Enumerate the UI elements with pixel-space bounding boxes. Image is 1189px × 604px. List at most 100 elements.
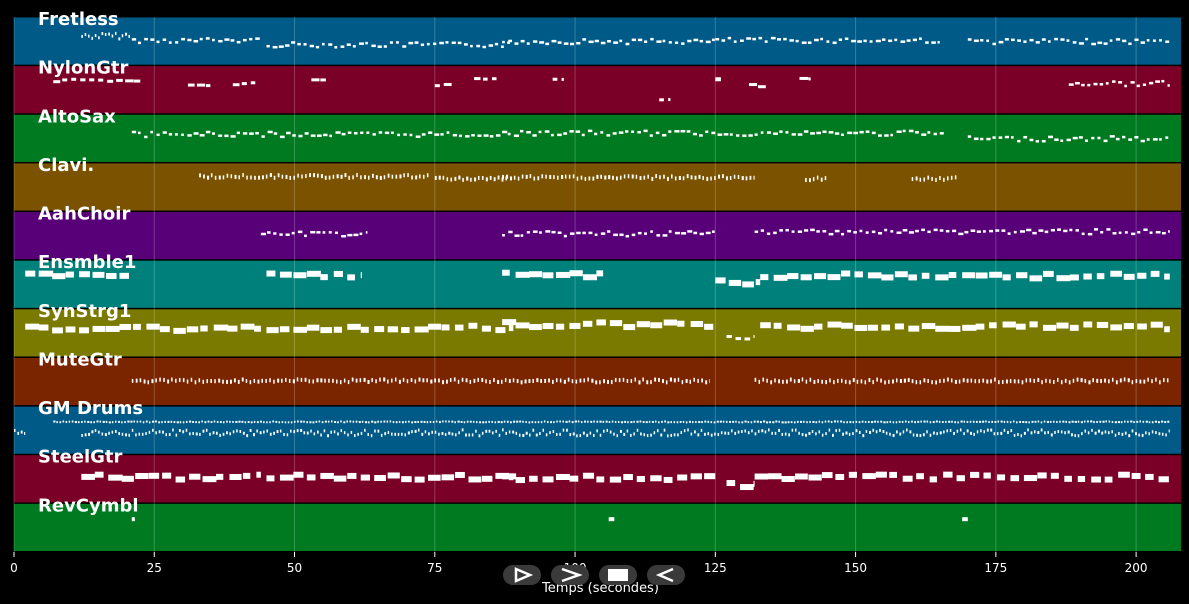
note [992, 136, 996, 139]
note [722, 174, 724, 179]
note [285, 174, 288, 179]
note [1168, 230, 1170, 233]
note [717, 433, 720, 437]
note [358, 421, 361, 424]
note [155, 420, 157, 423]
note [754, 133, 758, 136]
note [139, 378, 142, 383]
note [1041, 139, 1046, 143]
note [744, 420, 747, 423]
note [570, 232, 575, 235]
note [935, 274, 949, 281]
note [1026, 228, 1032, 232]
note [1145, 473, 1154, 480]
note [995, 229, 1000, 232]
note [150, 130, 153, 134]
track-lane-nylongtr [14, 66, 1181, 114]
note [1108, 431, 1110, 435]
note [571, 421, 574, 424]
note [565, 420, 568, 423]
note [312, 421, 315, 424]
rewind-button[interactable] [647, 565, 685, 585]
note [498, 433, 501, 437]
note [170, 420, 173, 423]
note [497, 175, 500, 180]
note [811, 430, 814, 434]
note [296, 377, 299, 382]
note [137, 41, 142, 45]
note [458, 175, 461, 180]
note [599, 380, 601, 385]
note [139, 420, 142, 423]
stop-button[interactable] [599, 565, 637, 585]
note [649, 134, 653, 137]
note [333, 326, 342, 333]
note [931, 176, 933, 181]
note [328, 378, 330, 383]
note [1048, 40, 1051, 43]
note [125, 433, 128, 437]
note [957, 421, 959, 424]
note [290, 429, 292, 433]
note [265, 174, 268, 179]
note [989, 229, 994, 233]
note [653, 431, 656, 435]
note [608, 420, 611, 423]
note [446, 177, 449, 182]
note [613, 233, 618, 237]
note [1099, 420, 1102, 423]
note [316, 134, 322, 137]
note [566, 428, 568, 432]
note [670, 433, 673, 437]
note [207, 420, 210, 423]
note [192, 432, 194, 436]
note [542, 272, 554, 279]
note [155, 378, 157, 383]
play-button[interactable] [503, 565, 541, 585]
note [512, 430, 515, 434]
fast-forward-button[interactable] [551, 565, 589, 585]
note [502, 234, 505, 237]
note [555, 271, 571, 278]
note [892, 433, 895, 437]
note [789, 39, 794, 42]
note [1161, 79, 1165, 83]
note [1168, 429, 1170, 433]
note [1032, 231, 1037, 235]
note [360, 175, 362, 180]
note [507, 132, 511, 136]
note [871, 131, 876, 135]
note [1115, 38, 1121, 41]
note [646, 380, 649, 385]
note [983, 430, 986, 434]
note [1104, 476, 1113, 483]
note [1148, 432, 1150, 436]
note [266, 475, 275, 482]
note [300, 420, 303, 423]
note [508, 379, 511, 384]
note [555, 433, 558, 437]
note [1131, 429, 1134, 433]
track-label: Ensmble1 [38, 252, 136, 273]
note [222, 379, 224, 384]
track-label: Fretless [38, 9, 119, 30]
note [1111, 421, 1114, 424]
note [635, 174, 638, 179]
note [595, 380, 598, 385]
note [468, 476, 482, 483]
note [596, 420, 599, 423]
note [1094, 228, 1099, 231]
note [1130, 420, 1133, 423]
note [477, 134, 482, 137]
note [539, 41, 545, 44]
note [876, 377, 878, 382]
note [561, 77, 564, 81]
note [690, 320, 704, 327]
note [562, 428, 565, 432]
x-tick-label: 200 [1125, 561, 1148, 575]
note [528, 379, 531, 384]
note [618, 378, 621, 383]
note [1000, 431, 1003, 435]
note [359, 232, 363, 236]
note [631, 174, 634, 179]
